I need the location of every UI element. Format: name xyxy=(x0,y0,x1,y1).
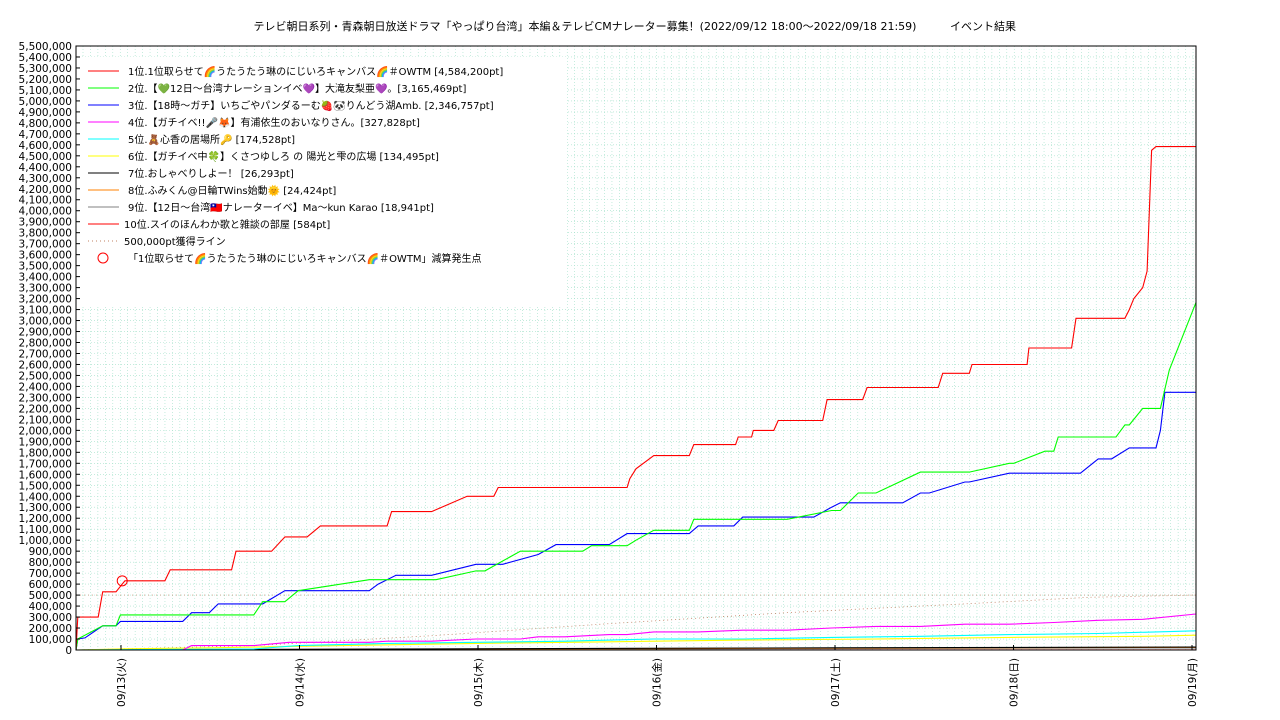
y-tick-label: 3,600,000 xyxy=(19,250,72,262)
y-tick-label: 3,300,000 xyxy=(19,283,72,295)
y-tick-label: 1,200,000 xyxy=(19,513,72,525)
y-tick-label: 2,000,000 xyxy=(19,425,72,437)
y-tick-label: 3,400,000 xyxy=(19,272,72,284)
series-line-6 xyxy=(75,634,1197,651)
legend-label: 10位.スイのほんわか歌と雑談の部屋 [584pt] xyxy=(124,218,330,231)
y-tick-label: 4,300,000 xyxy=(19,173,72,185)
y-tick-label: 3,000,000 xyxy=(19,316,72,328)
y-tick-label: 5,000,000 xyxy=(19,96,72,108)
legend-label: 4位.【ガチイベ!!🎤🦊】有浦依生のおいなりさん。[327,828pt] xyxy=(128,116,420,129)
y-tick-label: 800,000 xyxy=(29,557,72,569)
y-tick-label: 1,100,000 xyxy=(19,524,72,536)
series-line-4 xyxy=(76,613,1197,651)
y-tick-label: 3,500,000 xyxy=(19,261,72,273)
y-tick-label: 1,500,000 xyxy=(19,480,72,492)
y-tick-label: 5,300,000 xyxy=(19,63,72,75)
y-tick-label: 4,800,000 xyxy=(19,118,72,130)
y-tick-label: 300,000 xyxy=(29,612,72,624)
legend-label: 7位.おしゃべりしよー！ [26,293pt] xyxy=(128,167,294,180)
x-tick-label: 09/15(木) xyxy=(473,658,485,707)
y-tick-label: 4,400,000 xyxy=(19,162,72,174)
y-tick-label: 2,800,000 xyxy=(19,338,72,350)
y-tick-label: 3,100,000 xyxy=(19,305,72,317)
y-tick-label: 600,000 xyxy=(29,579,72,591)
legend: 1位.1位取らせて🌈うたうたう琳のにじいろキャンバス🌈＃OWTM [4,584,… xyxy=(82,57,567,305)
y-tick-label: 4,200,000 xyxy=(19,184,72,196)
legend-box xyxy=(82,57,567,305)
y-tick-label: 1,800,000 xyxy=(19,447,72,459)
y-tick-label: 5,200,000 xyxy=(19,74,72,86)
legend-label: 3位.【18時～ガチ】いちごやパンダるーむ🍓🐼りんどう湖Amb. [2,346,… xyxy=(128,99,494,112)
y-tick-label: 4,600,000 xyxy=(19,140,72,152)
y-tick-label: 1,600,000 xyxy=(19,469,72,481)
y-tick-label: 2,100,000 xyxy=(19,414,72,426)
series-line-3 xyxy=(75,391,1196,651)
y-tick-label: 200,000 xyxy=(29,623,72,635)
y-tick-label: 4,500,000 xyxy=(19,151,72,163)
decrease-marker xyxy=(116,575,128,587)
x-tick-label: 09/19(月) xyxy=(1187,658,1199,707)
x-tick-label: 09/18(日) xyxy=(1009,658,1021,707)
y-tick-label: 1,700,000 xyxy=(19,458,72,470)
x-tick-label: 09/14(水) xyxy=(295,658,307,707)
y-tick-label: 3,900,000 xyxy=(19,217,72,229)
y-tick-label: 2,300,000 xyxy=(19,392,72,404)
y-tick-label: 3,800,000 xyxy=(19,228,72,240)
legend-swatch-circle xyxy=(97,252,109,264)
y-tick-label: 5,400,000 xyxy=(19,52,72,64)
y-tick-label: 3,200,000 xyxy=(19,294,72,306)
threshold-line-layer xyxy=(75,594,1197,651)
y-tick-label: 900,000 xyxy=(29,546,72,558)
legend-label: 500,000pt獲得ライン xyxy=(124,235,226,248)
series-line-2 xyxy=(75,302,1197,651)
y-tick-label: 1,900,000 xyxy=(19,436,72,448)
legend-label: 「1位取らせて🌈うたうたう琳のにじいろキャンバス🌈＃OWTM」減算発生点 xyxy=(128,252,482,265)
series-line-1 xyxy=(75,146,1196,651)
y-tick-label: 100,000 xyxy=(29,634,72,646)
legend-label: 5位.🧸心香の居場所🔑 [174,528pt] xyxy=(128,133,295,146)
y-tick-label: 1,400,000 xyxy=(19,491,72,503)
legend-label: 6位.【ガチイベ中🍀】くさつゆしろ の 陽光と雫の広場 [134,495pt] xyxy=(128,150,439,163)
y-tick-label: 1,000,000 xyxy=(19,535,72,547)
legend-label: 2位.【💚12日～台湾ナレーションイベ💜】大滝友梨亜💜。[3,165,469pt… xyxy=(128,82,466,95)
x-tick-label: 09/16(金) xyxy=(651,658,664,707)
marker-layer xyxy=(116,575,128,587)
y-tick-label: 4,100,000 xyxy=(19,195,72,207)
y-tick-label: 500,000 xyxy=(29,590,72,602)
legend-label: 1位.1位取らせて🌈うたうたう琳のにじいろキャンバス🌈＃OWTM [4,584,… xyxy=(128,65,503,78)
y-tick-label: 5,100,000 xyxy=(19,85,72,97)
y-tick-label: 2,700,000 xyxy=(19,348,72,360)
legend-label: 8位.ふみくん@日輪TWins始動🌞 [24,424pt] xyxy=(128,184,336,197)
y-tick-label: 2,400,000 xyxy=(19,381,72,393)
y-tick-label: 3,700,000 xyxy=(19,239,72,251)
x-tick-label: 09/13(火) xyxy=(116,658,128,707)
series-line-5 xyxy=(75,630,1197,651)
x-tick-label: 09/17(土) xyxy=(829,658,842,707)
y-tick-label: 700,000 xyxy=(29,568,72,580)
chart-title: テレビ朝日系列・青森朝日放送ドラマ「やっぱり台湾」本編＆テレビCMナレーター募集… xyxy=(254,19,917,33)
y-tick-label: 4,000,000 xyxy=(19,206,72,218)
x-axis: 09/13(火) 09/14(水) 09/15(木) 09/16(金) 09/17(土)… xyxy=(116,645,1199,707)
y-tick-label: 0 xyxy=(65,645,72,657)
y-tick-label: 5,500,000 xyxy=(19,41,72,53)
y-tick-label: 2,900,000 xyxy=(19,327,72,339)
y-tick-label: 4,700,000 xyxy=(19,129,72,141)
y-tick-label: 2,500,000 xyxy=(19,370,72,382)
chart-title-suffix: イベント結果 xyxy=(950,19,1016,33)
plot-frame xyxy=(75,45,1197,651)
legend-label: 9位.【12日～台湾🇹🇼ナレーターイベ】Ma～kun Karao [18,941… xyxy=(128,201,434,214)
y-tick-label: 400,000 xyxy=(29,601,72,613)
y-tick-label: 2,200,000 xyxy=(19,403,72,415)
y-axis: 0100,000200,000300,000400,000500,000600,… xyxy=(19,41,80,657)
y-tick-label: 4,900,000 xyxy=(19,107,72,119)
y-tick-label: 2,600,000 xyxy=(19,359,72,371)
y-tick-label: 1,300,000 xyxy=(19,502,72,514)
